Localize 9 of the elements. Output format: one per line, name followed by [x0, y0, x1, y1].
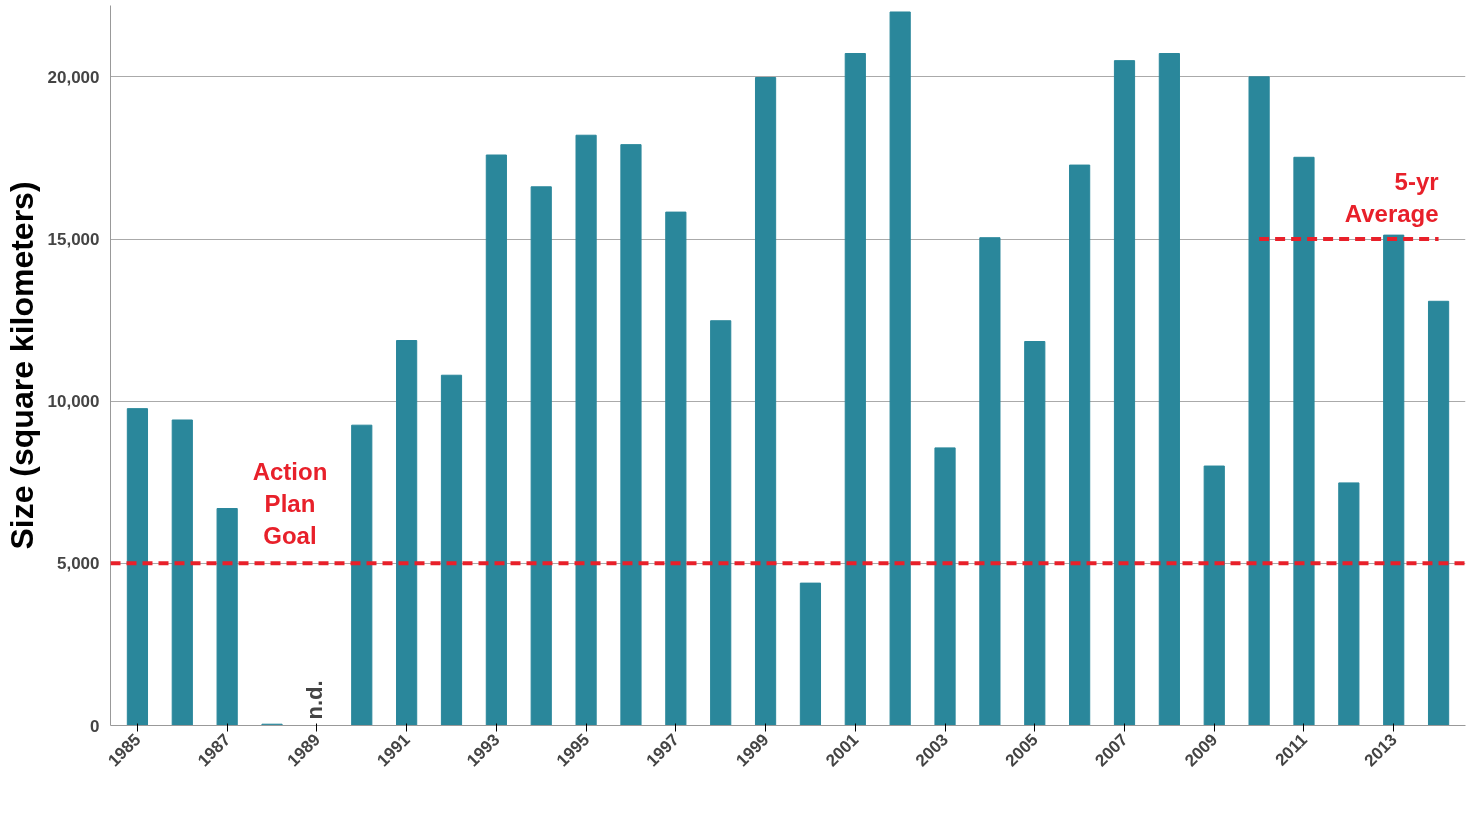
y-tick-label: 5,000: [56, 554, 100, 574]
y-axis-title: Size (square kilometers): [3, 181, 40, 550]
y-tick-label: 10,000: [47, 392, 100, 412]
annotation: n.d.: [301, 680, 327, 720]
ref-line-label: Action Plan Goal: [252, 457, 328, 550]
series-label: 5-yr Average: [1344, 167, 1439, 228]
y-tick-label: 0: [90, 716, 100, 736]
y-tick-label: 15,000: [47, 230, 100, 250]
y-tick-label: 20,000: [47, 67, 100, 87]
